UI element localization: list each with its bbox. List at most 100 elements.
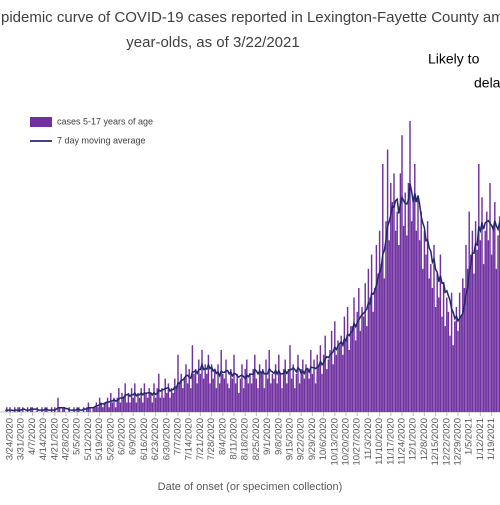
x-tick-label: 10/6/2020: [318, 418, 329, 460]
x-tick-label: 11/24/2020: [397, 418, 408, 465]
bar: [228, 388, 230, 412]
bar: [438, 297, 440, 412]
bar: [210, 364, 213, 412]
bar: [466, 268, 469, 412]
bar: [359, 330, 362, 412]
x-tick-label: 8/11/2020: [229, 418, 240, 460]
bar: [172, 392, 174, 412]
x-tick-label: 12/15/2020: [430, 418, 441, 466]
bar: [486, 211, 488, 412]
bar: [231, 378, 234, 412]
bar: [458, 292, 461, 412]
bar: [337, 340, 339, 412]
x-tick-label: 7/28/2020: [206, 418, 217, 460]
bar: [298, 383, 301, 412]
bar: [198, 359, 200, 412]
bar: [194, 369, 197, 412]
bar: [302, 359, 304, 412]
legend-label: cases 5-17 years of age: [57, 116, 153, 126]
bar: [183, 378, 186, 412]
bar: [190, 388, 192, 412]
bar: [92, 407, 94, 412]
bar: [254, 354, 256, 412]
annotation: dela: [474, 75, 500, 91]
x-tick-label: 11/10/2020: [374, 418, 385, 465]
bar: [306, 369, 309, 412]
bar: [420, 211, 422, 412]
x-tick-label: 1/12/2021: [475, 418, 486, 460]
bar: [353, 297, 355, 412]
bar: [470, 254, 472, 412]
bar: [495, 268, 498, 412]
bar: [375, 245, 378, 412]
bar: [348, 349, 350, 412]
bar: [327, 359, 330, 412]
bar: [220, 349, 222, 412]
bar: [271, 373, 274, 412]
bar: [274, 364, 277, 412]
x-tick-label: 7/7/2020: [173, 418, 184, 455]
bar: [199, 373, 202, 412]
bar: [399, 173, 402, 412]
x-tick-label: 6/16/2020: [139, 418, 150, 460]
bar: [460, 316, 462, 412]
bar: [462, 278, 464, 412]
bar: [127, 392, 130, 412]
bar: [239, 378, 242, 412]
bar: [108, 407, 110, 412]
bar: [137, 392, 139, 412]
bar: [266, 378, 269, 412]
bar: [350, 326, 352, 412]
bar: [282, 369, 285, 412]
legend-swatch: [30, 117, 52, 127]
bar: [130, 388, 133, 412]
bar: [452, 345, 454, 412]
bar: [294, 388, 296, 412]
bar: [204, 364, 206, 412]
bar: [334, 321, 336, 412]
bar: [268, 349, 270, 412]
bar: [159, 397, 162, 412]
bar: [322, 354, 325, 412]
bar: [474, 221, 477, 412]
bar: [258, 364, 261, 412]
bar: [332, 364, 334, 412]
x-axis-title: Date of onset (or specimen collection): [158, 481, 343, 493]
x-tick-label: 3/24/2020: [5, 418, 16, 460]
bar: [110, 392, 112, 412]
bar: [225, 359, 227, 412]
x-tick-label: 4/7/2020: [27, 418, 38, 455]
bar: [305, 364, 307, 412]
bar: [374, 287, 376, 412]
bar: [186, 383, 189, 412]
bar: [319, 345, 322, 412]
x-tick-label: 9/15/2020: [285, 418, 296, 460]
bar: [62, 407, 64, 412]
bar: [290, 378, 293, 412]
bar: [255, 378, 258, 412]
bar: [196, 383, 198, 412]
bar: [278, 354, 280, 412]
bar: [454, 321, 456, 412]
bar: [423, 230, 426, 412]
bar: [442, 283, 445, 412]
bar: [162, 397, 165, 412]
bar: [447, 311, 450, 412]
bar: [140, 388, 142, 412]
bar: [58, 407, 61, 412]
bar: [170, 388, 173, 412]
x-tick-label: 11/3/2020: [363, 418, 374, 460]
bar: [89, 407, 91, 412]
bar: [410, 221, 413, 412]
bar: [214, 369, 216, 412]
bar: [370, 254, 373, 412]
bar: [270, 383, 272, 412]
x-tick-label: 10/20/2020: [341, 418, 352, 466]
bar: [498, 216, 500, 412]
bar: [354, 340, 357, 412]
bar: [388, 240, 390, 412]
bar: [335, 354, 338, 412]
bar: [314, 383, 317, 412]
bar: [431, 287, 434, 412]
bar: [482, 264, 485, 412]
